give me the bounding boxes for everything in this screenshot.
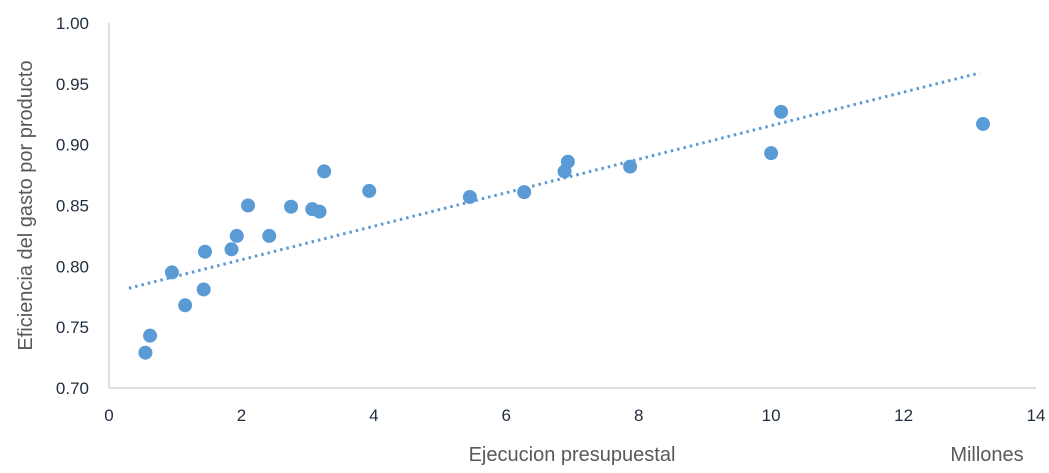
data-point (317, 164, 332, 179)
y-tick-label: 0.85 (56, 197, 89, 216)
data-point (143, 328, 158, 343)
data-point (976, 116, 991, 131)
x-tick-label: 8 (634, 406, 643, 425)
y-axis-title: Eficiencia del gasto por producto (15, 60, 37, 350)
trendline (128, 71, 981, 290)
x-tick-labels: 0 2 4 6 8 10 12 14 (104, 406, 1045, 425)
x-tick-label: 0 (104, 406, 113, 425)
data-point (196, 282, 211, 297)
data-point (560, 154, 575, 169)
y-tick-label: 0.75 (56, 318, 89, 337)
y-tick-labels: 0.70 0.75 0.80 0.85 0.90 0.95 1.00 (56, 14, 89, 398)
y-tick-label: 0.80 (56, 257, 89, 276)
x-tick-label: 4 (369, 406, 378, 425)
x-tick-label: 14 (1027, 406, 1046, 425)
data-point (164, 265, 179, 280)
data-point (241, 198, 256, 213)
x-tick-label: 12 (894, 406, 913, 425)
data-point (229, 228, 244, 243)
x-axis-title: Ejecucion presupuestal (469, 444, 676, 466)
data-point (362, 183, 377, 198)
x-axis-unit-label: Millones (950, 444, 1023, 466)
data-point (138, 345, 153, 360)
y-tick-label: 0.70 (56, 379, 89, 398)
data-point (517, 185, 532, 200)
data-point (623, 159, 638, 174)
data-points (138, 104, 991, 360)
x-tick-label: 6 (502, 406, 511, 425)
y-tick-label: 1.00 (56, 14, 89, 33)
data-point (312, 204, 327, 219)
data-point (462, 189, 477, 204)
data-point (774, 104, 789, 119)
data-point (262, 228, 277, 243)
y-tick-label: 0.95 (56, 75, 89, 94)
y-tick-label: 0.90 (56, 136, 89, 155)
data-point (764, 146, 779, 161)
data-point (178, 298, 193, 313)
x-tick-label: 2 (237, 406, 246, 425)
data-point (224, 242, 239, 257)
x-tick-label: 10 (762, 406, 781, 425)
data-point (198, 244, 213, 259)
data-point (284, 199, 299, 214)
